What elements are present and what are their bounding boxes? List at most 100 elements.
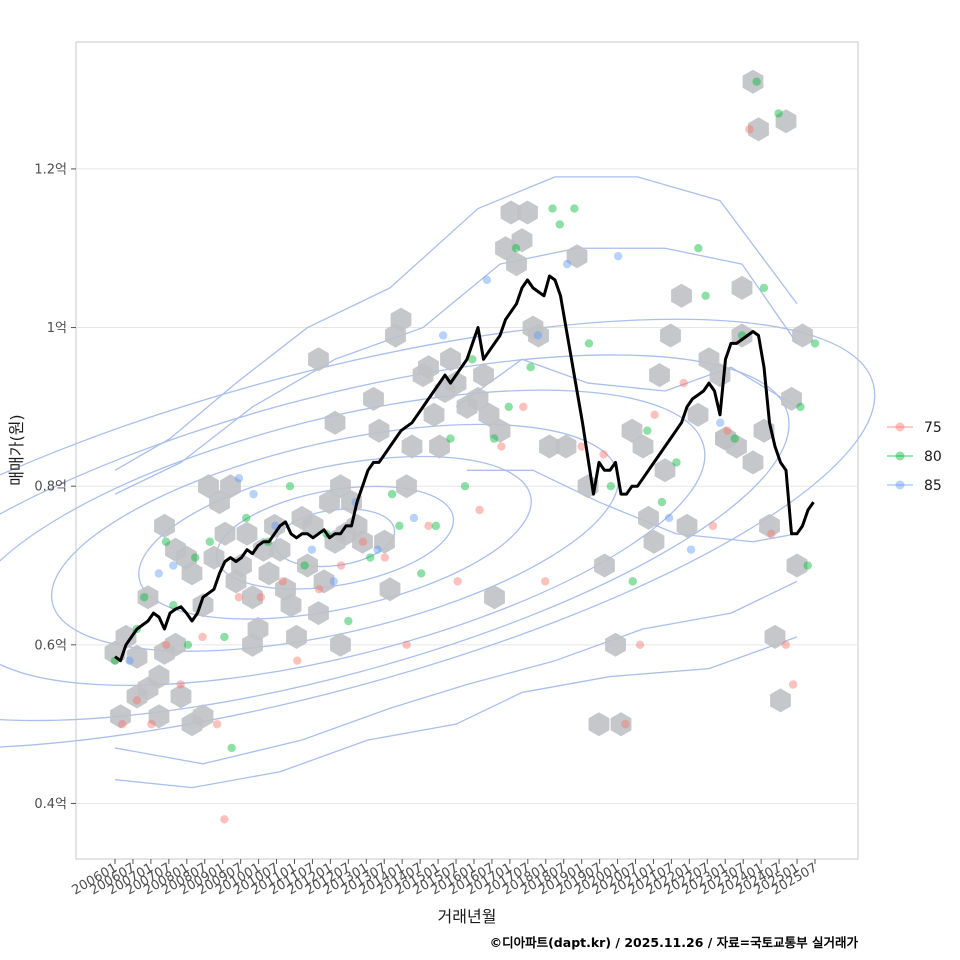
point-80 (366, 553, 375, 562)
hex-bin (764, 624, 786, 649)
point-75 (293, 656, 302, 665)
point-75 (577, 442, 586, 451)
hex-bin (478, 402, 500, 427)
hex-bin (500, 200, 522, 225)
hex-bin (605, 632, 626, 657)
hex-bin (759, 513, 780, 538)
hex-bin (423, 402, 445, 427)
hex-bin (511, 228, 533, 253)
point-80 (628, 577, 637, 586)
transaction-points (110, 77, 820, 824)
hex-bin (170, 684, 192, 709)
hex-bin (687, 402, 709, 427)
point-85 (533, 331, 543, 340)
density-contour (114, 636, 798, 789)
source-caption: ©디아파트(dapt.kr) / 2025.11.26 / 자료=국토교통부 실… (490, 935, 859, 950)
point-85 (613, 251, 623, 261)
point-75 (679, 378, 688, 388)
point-75 (599, 450, 608, 459)
point-85 (329, 577, 338, 586)
legend: 75 80 85 (887, 420, 942, 494)
hex-bin (489, 418, 511, 443)
hex-bin (269, 537, 291, 562)
point-80 (344, 616, 353, 626)
hex-bin (643, 529, 665, 554)
point-80 (694, 244, 703, 253)
hex-bin (445, 371, 467, 396)
point-80 (774, 109, 783, 118)
legend-key-point (895, 451, 905, 461)
point-80 (526, 363, 535, 372)
density-contour (114, 247, 798, 495)
point-75 (314, 585, 324, 594)
y-tick-label: 1.2억 (34, 162, 67, 177)
density-contour (0, 389, 706, 686)
y-tick-label: 1억 (47, 321, 67, 336)
point-85 (716, 418, 725, 427)
point-85 (409, 513, 419, 523)
legend-key-point (895, 422, 905, 432)
point-75 (118, 719, 127, 729)
hex-bin (792, 323, 813, 348)
hex-bin (786, 553, 808, 578)
point-80 (759, 283, 769, 293)
point-80 (489, 434, 499, 443)
y-axis-ticks: 0.4억 0.6억 0.8억 1억 1.2억 (34, 162, 76, 812)
point-80 (220, 632, 229, 642)
x-axis-title: 거래년월 (438, 907, 497, 926)
point-80 (606, 481, 616, 491)
point-75 (519, 402, 528, 412)
point-75 (147, 719, 156, 729)
hex-bin (379, 577, 401, 602)
hex-bin (308, 347, 329, 372)
hex-bin (115, 624, 137, 649)
hex-bin (775, 109, 797, 134)
point-85 (562, 259, 572, 269)
hex-bin (555, 434, 577, 459)
hex-bin (330, 632, 351, 657)
hex-bin (660, 323, 681, 348)
hex-bin (429, 434, 450, 459)
point-85 (482, 275, 492, 285)
hex-bin (258, 561, 280, 586)
legend-label: 85 (924, 478, 942, 494)
hex-bin (247, 617, 269, 641)
point-80 (183, 640, 193, 650)
hex-bin (374, 529, 395, 554)
point-75 (278, 577, 287, 586)
point-80 (395, 521, 404, 531)
point-80 (431, 521, 441, 531)
hex-bin (698, 347, 720, 372)
density-contour (0, 318, 876, 749)
point-80 (657, 497, 667, 507)
hex-bin (330, 474, 351, 499)
point-80 (242, 513, 251, 523)
density-contour (467, 469, 798, 543)
hex-bin (588, 712, 610, 737)
hex-bin (302, 513, 324, 538)
point-85 (686, 545, 696, 554)
hex-bin (396, 474, 417, 499)
hex-bin (137, 585, 159, 610)
hex-bin (676, 513, 698, 538)
hex-bin (731, 275, 753, 300)
point-80 (803, 561, 812, 570)
point-80 (584, 339, 594, 348)
point-80 (511, 244, 521, 253)
point-80 (752, 77, 761, 86)
point-80 (205, 537, 214, 546)
hex-bin (715, 426, 736, 451)
hex-bin (401, 434, 423, 459)
legend-label: 75 (924, 420, 942, 436)
hex-bin (297, 553, 318, 578)
point-75 (635, 640, 645, 650)
point-80 (730, 434, 739, 443)
hex-bin (352, 529, 373, 554)
point-80 (643, 426, 652, 435)
point-75 (256, 593, 266, 602)
point-85 (125, 656, 134, 665)
hex-bin (280, 593, 302, 618)
point-80 (169, 600, 178, 610)
legend-label: 80 (924, 449, 942, 465)
point-85 (169, 561, 178, 570)
